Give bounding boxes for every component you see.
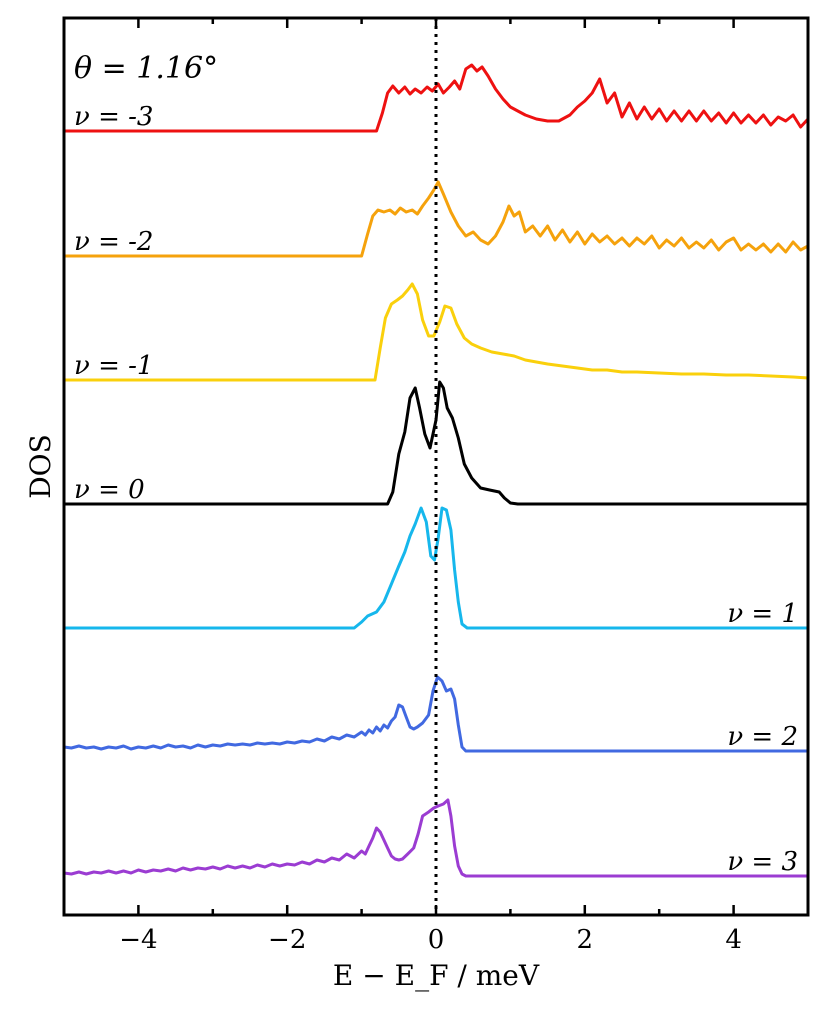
x-tick-label: −2: [268, 925, 306, 955]
series-label-2: ν = -1: [74, 351, 153, 381]
series-line-6: [63, 798, 808, 878]
x-ticks: −4 −2 0 2 4: [62, 18, 810, 955]
series-label-4: ν = 1: [727, 599, 798, 629]
x-tick-label: −4: [119, 925, 157, 955]
series-labels: ν = -3 ν = -2 ν = -1 ν = 0 ν = 1 ν = 2 ν = 3: [74, 102, 798, 877]
series-line-0: [64, 63, 810, 133]
series-label-3: ν = 0: [74, 475, 145, 505]
series-line-1: [64, 180, 809, 258]
x-axis-label: E − E_F / meV: [333, 959, 540, 992]
y-axis-label: DOS: [24, 434, 57, 499]
twist-angle-annotation: θ = 1.16°: [74, 51, 218, 86]
series-layer: [63, 63, 810, 878]
series-label-1: ν = -2: [74, 227, 153, 257]
x-tick-label: 2: [577, 925, 594, 955]
series-label-5: ν = 2: [727, 722, 798, 752]
series-line-2: [64, 282, 809, 382]
series-line-3: [64, 380, 808, 506]
series-label-6: ν = 3: [727, 847, 798, 877]
series-label-0: ν = -3: [74, 102, 153, 132]
x-tick-label: 0: [428, 925, 445, 955]
series-line-5: [63, 675, 808, 753]
x-tick-label: 4: [725, 925, 742, 955]
series-line-4: [64, 506, 808, 630]
